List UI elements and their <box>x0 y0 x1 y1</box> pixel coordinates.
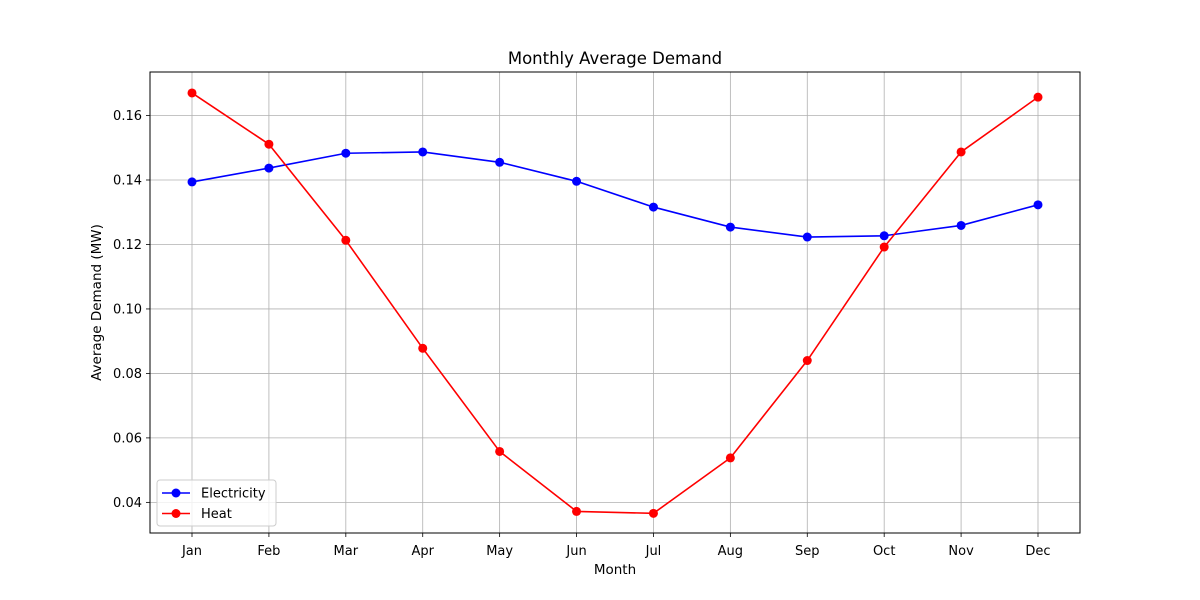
legend: Electricity Heat <box>156 479 277 527</box>
legend-heat-marker <box>171 509 181 518</box>
data-point-heat <box>187 88 197 98</box>
x-tick-label: Oct <box>873 544 895 559</box>
plot-frame <box>149 71 1081 534</box>
y-tick-label: 0.04 <box>113 496 142 511</box>
legend-heat-label: Heat <box>201 507 232 522</box>
y-tick-label: 0.10 <box>113 302 142 317</box>
data-point-electricity <box>879 231 889 241</box>
data-point-heat <box>264 139 274 149</box>
y-axis-label: Average Demand (MW) <box>89 224 105 381</box>
data-point-heat <box>648 508 658 518</box>
data-point-electricity <box>802 232 812 242</box>
data-point-heat <box>879 242 889 252</box>
legend-box <box>156 479 277 527</box>
y-tick-label: 0.16 <box>113 109 142 124</box>
x-tick-label: Jul <box>645 544 662 559</box>
data-point-electricity <box>264 163 274 173</box>
data-point-electricity <box>725 222 735 232</box>
x-tick-label: Mar <box>334 544 359 559</box>
x-axis-label: Month <box>594 562 636 578</box>
x-tick-label: Aug <box>718 544 743 559</box>
data-point-heat <box>1033 92 1043 102</box>
x-axis-ticks: Jan Feb Mar Apr May Jun Jul Aug Sep Oct Nov Dec <box>181 533 1051 559</box>
legend-electricity-label: Electricity <box>201 487 266 502</box>
series-line-heat <box>191 92 1039 515</box>
x-tick-label: Jan <box>181 544 202 559</box>
data-point-electricity <box>956 220 966 230</box>
x-tick-label: Nov <box>948 544 974 559</box>
data-point-heat <box>572 506 582 516</box>
series-line-electricity <box>191 151 1039 238</box>
x-tick-label: Apr <box>411 544 434 559</box>
data-point-electricity <box>341 148 351 158</box>
data-point-electricity <box>572 176 582 186</box>
x-tick-label: Dec <box>1025 544 1050 559</box>
y-axis-ticks: 0.04 0.06 0.08 0.10 0.12 0.14 0.16 <box>113 109 150 511</box>
data-point-electricity <box>187 177 197 187</box>
chart-title: Monthly Average Demand <box>508 49 722 68</box>
data-point-heat <box>802 356 812 366</box>
data-point-electricity <box>648 202 658 212</box>
series-layer <box>187 88 1043 518</box>
x-tick-label: Sep <box>795 544 820 559</box>
y-tick-label: 0.08 <box>113 367 142 382</box>
x-tick-label: May <box>486 544 513 559</box>
data-point-heat <box>341 235 351 245</box>
data-point-heat <box>418 343 428 353</box>
y-tick-label: 0.06 <box>113 431 142 446</box>
x-tick-label: Feb <box>257 544 280 559</box>
legend-electricity-marker <box>171 488 181 498</box>
y-tick-label: 0.14 <box>113 173 142 188</box>
data-point-heat <box>725 453 735 463</box>
data-point-heat <box>956 147 966 157</box>
data-point-heat <box>495 446 505 456</box>
x-tick-label: Jun <box>565 544 586 559</box>
data-point-electricity <box>1033 200 1043 210</box>
data-point-electricity <box>418 147 428 157</box>
data-point-electricity <box>495 157 505 167</box>
y-tick-label: 0.12 <box>113 238 142 253</box>
